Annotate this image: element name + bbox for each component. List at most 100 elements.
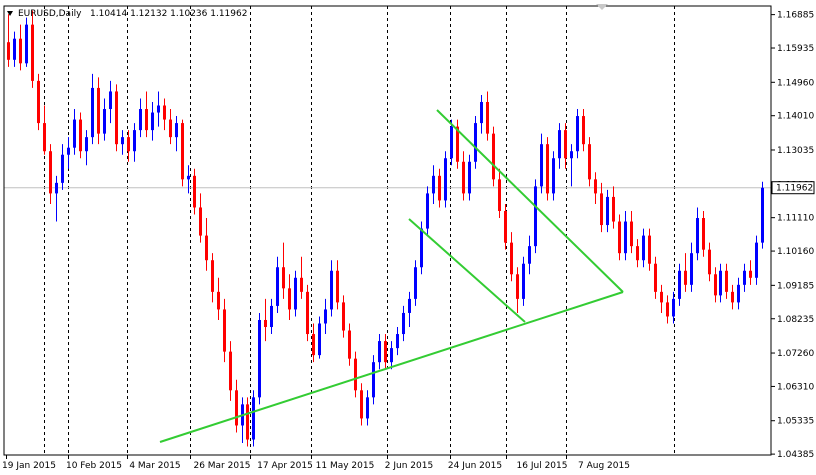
candle-body xyxy=(49,151,52,194)
candle-body xyxy=(348,330,351,359)
candle-body xyxy=(37,80,40,124)
bull-candle xyxy=(121,130,124,155)
candle-body xyxy=(749,270,752,278)
bear-candle xyxy=(79,112,82,159)
bear-candle xyxy=(37,73,40,131)
bull-candle xyxy=(450,119,453,166)
candle-layer xyxy=(7,10,764,447)
trendline[interactable] xyxy=(159,291,624,443)
candle-body xyxy=(420,228,423,268)
candle-body xyxy=(731,291,734,303)
bull-candle xyxy=(258,312,261,405)
bear-candle xyxy=(169,109,172,145)
candle-body xyxy=(690,253,693,285)
candle-body xyxy=(492,133,495,180)
bear-candle xyxy=(594,172,597,204)
candle-body xyxy=(127,137,130,152)
bear-candle xyxy=(630,210,633,254)
candle-body xyxy=(13,38,16,60)
candle-body xyxy=(306,291,309,335)
candle-body xyxy=(606,196,609,226)
bear-candle xyxy=(127,130,130,162)
bear-candle xyxy=(31,10,34,88)
bear-candle xyxy=(342,295,345,338)
bear-candle xyxy=(288,274,291,320)
bull-candle xyxy=(241,397,244,444)
candle-body xyxy=(576,116,579,152)
bull-candle xyxy=(468,154,471,201)
candle-body xyxy=(19,38,22,64)
bear-candle xyxy=(115,84,118,152)
candle-body xyxy=(725,270,728,292)
bear-candle xyxy=(456,119,459,169)
candle-body xyxy=(498,179,501,211)
candle-body xyxy=(7,42,10,60)
bull-candle xyxy=(85,130,88,166)
candle-body xyxy=(330,270,333,310)
bull-candle xyxy=(157,91,160,127)
bear-candle xyxy=(223,298,226,363)
y-tick-label: 1.13035 xyxy=(777,146,814,156)
candle-body xyxy=(342,302,345,331)
bull-candle xyxy=(175,116,178,152)
candle-body xyxy=(181,123,184,180)
candle-body xyxy=(193,175,196,208)
bull-candle xyxy=(366,390,369,426)
candle-body xyxy=(85,137,88,152)
bull-candle xyxy=(474,116,477,169)
bear-candle xyxy=(246,397,249,447)
dropdown-icon[interactable] xyxy=(7,11,13,16)
bull-candle xyxy=(25,17,28,67)
candle-body xyxy=(432,175,435,194)
candle-body xyxy=(235,390,238,426)
candle-body xyxy=(199,207,202,236)
candle-body xyxy=(390,348,393,363)
trendline[interactable] xyxy=(436,109,624,293)
bear-candle xyxy=(306,284,309,342)
candle-body xyxy=(67,147,70,155)
candle-body xyxy=(55,182,58,194)
candle-body xyxy=(300,277,303,292)
bull-candle xyxy=(755,235,758,285)
candle-body xyxy=(139,109,142,131)
bear-candle xyxy=(684,253,687,292)
x-tick-label: 10 Feb 2015 xyxy=(66,461,122,471)
candle-body xyxy=(486,101,489,134)
candle-body xyxy=(223,309,226,352)
bull-candle xyxy=(372,355,375,405)
candle-body xyxy=(540,144,543,187)
bear-candle xyxy=(660,284,663,313)
candle-body xyxy=(702,218,705,250)
bull-candle xyxy=(558,123,561,169)
bear-candle xyxy=(49,144,52,204)
x-tick-label: 17 Apr 2015 xyxy=(257,461,313,471)
y-tick-label: 1.14960 xyxy=(777,78,814,88)
candle-body xyxy=(133,130,136,152)
bear-candle xyxy=(462,151,465,201)
candle-body xyxy=(504,210,507,243)
candle-body xyxy=(324,309,327,324)
candle-body xyxy=(25,24,28,64)
candle-body xyxy=(73,119,76,148)
scroll-marker-icon[interactable] xyxy=(596,4,608,10)
candle-body xyxy=(570,151,573,159)
symbol-title: EURUSD,Daily xyxy=(18,9,82,19)
ohlc-readout: 1.10414 1.12132 1.10236 1.11962 xyxy=(90,9,247,19)
candle-body xyxy=(660,291,663,303)
y-tick-label: 1.11110 xyxy=(777,214,814,224)
trendline[interactable] xyxy=(408,218,526,323)
bear-candle xyxy=(336,260,339,310)
bull-candle xyxy=(444,151,447,208)
candle-body xyxy=(109,91,112,110)
y-tick-label: 1.15935 xyxy=(777,44,814,54)
x-tick-label: 16 Jul 2015 xyxy=(517,461,568,471)
candle-body xyxy=(450,126,453,159)
candle-body xyxy=(654,263,657,292)
bull-candle xyxy=(390,341,393,370)
bull-candle xyxy=(540,133,543,194)
bear-candle xyxy=(145,91,148,138)
candle-body xyxy=(564,130,567,159)
candle-body xyxy=(366,397,369,419)
candle-body xyxy=(480,101,483,124)
y-tick-label: 1.07260 xyxy=(777,349,814,359)
